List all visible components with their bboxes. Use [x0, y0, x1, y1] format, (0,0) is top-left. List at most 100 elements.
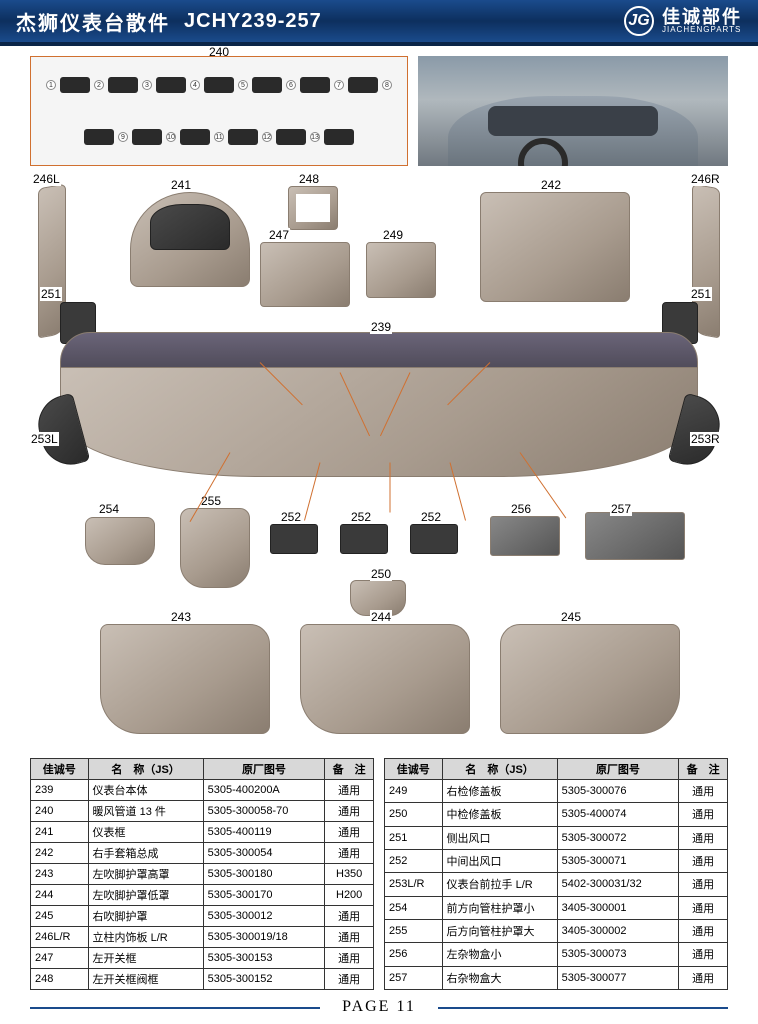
- part-254: [85, 517, 155, 565]
- table-row: 246L/R立柱内饰板 L/R5305-300019/18通用: [31, 927, 374, 948]
- table-row: 251侧出风口5305-300072通用: [385, 826, 728, 849]
- table-cell-note: 通用: [679, 966, 728, 989]
- part-249: [366, 242, 436, 298]
- table-cell-note: 通用: [679, 849, 728, 872]
- table-row: 242右手套箱总成5305-300054通用: [31, 843, 374, 864]
- page-title-cn: 杰狮仪表台散件: [16, 7, 170, 36]
- table-cell-note: 通用: [679, 826, 728, 849]
- parts-table-left: 佳诚号名 称（JS）原厂图号备 注 239仪表台本体5305-400200A通用…: [30, 758, 374, 990]
- table-row: 244左吹脚护罩低罩5305-300170H200: [31, 885, 374, 906]
- table-cell-oem: 5305-300072: [557, 826, 679, 849]
- table-cell-note: 通用: [679, 896, 728, 919]
- table-cell-no: 242: [31, 843, 89, 864]
- table-cell-name: 中检修盖板: [442, 803, 557, 826]
- mini-part-12: [276, 129, 306, 145]
- callout-1: 1: [46, 80, 56, 90]
- dashboard-photo: [418, 56, 728, 166]
- table-cell-oem: 3405-300001: [557, 896, 679, 919]
- callout-3: 3: [142, 80, 152, 90]
- table-cell-name: 左吹脚护罩高罩: [88, 864, 203, 885]
- part-label-248: 248: [298, 172, 320, 186]
- table-cell-note: 通用: [325, 969, 374, 990]
- table-row: 250中检修盖板5305-400074通用: [385, 803, 728, 826]
- table-cell-note: 通用: [679, 943, 728, 966]
- table-row: 243左吹脚护罩高罩5305-300180H350: [31, 864, 374, 885]
- table-cell-no: 239: [31, 780, 89, 801]
- table-row: 249右检修盖板5305-300076通用: [385, 780, 728, 803]
- part-252-1: [270, 524, 318, 554]
- callout-8: 8: [382, 80, 392, 90]
- part-label-250: 250: [370, 567, 392, 581]
- part-label-252: 252: [350, 510, 372, 524]
- table-cell-oem: 5305-300180: [203, 864, 325, 885]
- part-label-246r: 246R: [690, 172, 721, 186]
- callout-9: 9: [118, 132, 128, 142]
- mini-part-2: [108, 77, 138, 93]
- table-cell-oem: 5305-300012: [203, 906, 325, 927]
- table-cell-no: 243: [31, 864, 89, 885]
- table-row: 252中间出风口5305-300071通用: [385, 849, 728, 872]
- exploded-diagram: 246L241248247249242246R251251239253L253R…: [30, 172, 728, 752]
- brand-block: JG 佳诚部件 JIACHENGPARTS: [624, 6, 742, 36]
- table-cell-oem: 5402-300031/32: [557, 873, 679, 896]
- table-cell-oem: 3405-300002: [557, 919, 679, 942]
- dashboard-shape: [448, 96, 698, 166]
- callout-11: 11: [214, 132, 224, 142]
- brand-logo-icon: JG: [624, 6, 654, 36]
- table-row: 247左开关框5305-300153通用: [31, 948, 374, 969]
- table-cell-no: 247: [31, 948, 89, 969]
- table-cell-note: 通用: [325, 780, 374, 801]
- table-cell-note: 通用: [325, 927, 374, 948]
- table-cell-name: 仪表台前拉手 L/R: [442, 873, 557, 896]
- part-label-254: 254: [98, 502, 120, 516]
- table-cell-note: 通用: [325, 843, 374, 864]
- part-252-3: [410, 524, 458, 554]
- part-label-257: 257: [610, 502, 632, 516]
- table-header: 原厂图号: [557, 759, 679, 780]
- table-cell-no: 254: [385, 896, 443, 919]
- table-cell-oem: 5305-300019/18: [203, 927, 325, 948]
- table-header: 原厂图号: [203, 759, 325, 780]
- table-cell-name: 仪表框: [88, 822, 203, 843]
- table-cell-name: 右吹脚护罩: [88, 906, 203, 927]
- parts-table-right: 佳诚号名 称（JS）原厂图号备 注 249右检修盖板5305-300076通用2…: [384, 758, 728, 990]
- table-cell-no: 244: [31, 885, 89, 906]
- table-row: 253L/R仪表台前拉手 L/R5402-300031/32通用: [385, 873, 728, 896]
- callout-5: 5: [238, 80, 248, 90]
- part-label-239: 239: [370, 320, 392, 334]
- mini-part-3: [156, 77, 186, 93]
- table-cell-note: 通用: [679, 919, 728, 942]
- callout-2: 2: [94, 80, 104, 90]
- table-header: 佳诚号: [31, 759, 89, 780]
- table-cell-note: 通用: [325, 948, 374, 969]
- header-bar: 杰狮仪表台散件 JCHY239-257 JG 佳诚部件 JIACHENGPART…: [0, 0, 758, 46]
- part-243: [100, 624, 270, 734]
- mini-part-1: [60, 77, 90, 93]
- part-256: [490, 516, 560, 556]
- part-label-251: 251: [690, 287, 712, 301]
- table-cell-note: H200: [325, 885, 374, 906]
- table-row: 245右吹脚护罩5305-300012通用: [31, 906, 374, 927]
- part-247: [260, 242, 350, 307]
- table-cell-no: 241: [31, 822, 89, 843]
- table-cell-name: 左吹脚护罩低罩: [88, 885, 203, 906]
- table-cell-note: 通用: [325, 801, 374, 822]
- table-header: 名 称（JS）: [442, 759, 557, 780]
- table-cell-name: 右手套箱总成: [88, 843, 203, 864]
- table-cell-oem: 5305-300073: [557, 943, 679, 966]
- table-cell-oem: 5305-300054: [203, 843, 325, 864]
- part-257: [585, 512, 685, 560]
- part-label-253r: 253R: [690, 432, 721, 446]
- part-label-253l: 253L: [30, 432, 59, 446]
- part-242: [480, 192, 630, 302]
- table-row: 239仪表台本体5305-400200A通用: [31, 780, 374, 801]
- callout-4: 4: [190, 80, 200, 90]
- table-cell-note: 通用: [679, 873, 728, 896]
- table-cell-name: 后方向管柱护罩大: [442, 919, 557, 942]
- air-duct-group-image: 240 12345678910111213: [30, 56, 408, 166]
- part-label-249: 249: [382, 228, 404, 242]
- page-footer: PAGE 11: [0, 998, 758, 1016]
- part-label-251: 251: [40, 287, 62, 301]
- table-cell-no: 249: [385, 780, 443, 803]
- callout-12: 12: [262, 132, 272, 142]
